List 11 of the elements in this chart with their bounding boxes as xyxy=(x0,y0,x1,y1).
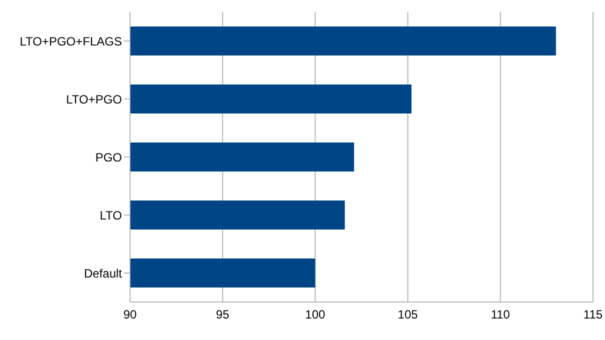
y-tick-label: LTO+PGO+FLAGS xyxy=(20,34,122,48)
y-tick-label: LTO xyxy=(100,208,122,222)
x-tick-label: 115 xyxy=(583,308,603,322)
y-tick-label: Default xyxy=(84,266,123,280)
x-tick-label: 110 xyxy=(490,308,510,322)
y-tick-label: PGO xyxy=(95,150,122,164)
x-tick-label: 105 xyxy=(398,308,418,322)
x-tick-label: 90 xyxy=(123,308,137,322)
x-tick-label: 95 xyxy=(216,308,230,322)
y-tick-label: LTO+PGO xyxy=(66,92,122,106)
x-tick-label: 100 xyxy=(305,308,326,322)
